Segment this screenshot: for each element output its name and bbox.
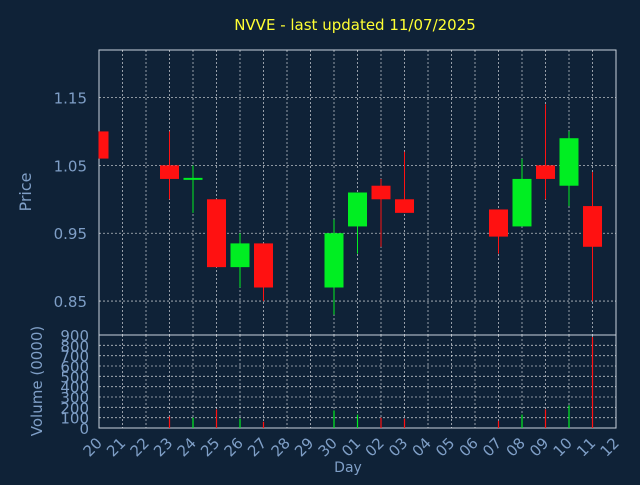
candle-body [207,199,226,268]
x-tick-label: 20 [80,434,106,460]
volume-tick-label: 0 [79,420,89,438]
price-tick-label: 0.95 [54,225,87,243]
x-tick-label: 12 [597,434,623,460]
x-tick-label: 05 [432,434,458,460]
price-tick-label: 0.85 [54,293,87,311]
volume-tick-label: 700 [60,348,89,366]
volume-tick-label: 800 [60,337,89,355]
candle-body [348,192,367,227]
x-tick-label: 29 [291,434,317,460]
price-axis-label: Price [16,172,35,211]
x-tick-label: 01 [338,434,364,460]
x-tick-label: 22 [127,434,153,460]
price-tick-label: 1.15 [54,90,87,108]
volume-axis-label: Volume (0000) [28,326,46,436]
x-tick-label: 11 [573,434,599,460]
x-tick-label: 02 [362,434,388,460]
x-tick-label: 08 [503,434,529,460]
x-axis-label: Day [334,460,362,476]
candle-body [324,233,344,288]
candle-body [99,131,109,159]
candle-body [489,209,508,237]
x-tick-label: 21 [103,434,129,460]
x-tick-label: 06 [456,434,482,460]
x-tick-label: 03 [385,434,411,460]
candle-body [583,206,602,247]
x-tick-label: 26 [221,434,247,460]
x-tick-label: 09 [526,434,552,460]
x-tick-label: 30 [315,434,341,460]
x-tick-label: 10 [550,434,576,460]
candle-body [512,178,532,227]
candle-body [254,243,273,288]
candle-body [395,199,414,213]
volume-tick-label: 600 [60,358,89,376]
candle-body [371,185,391,200]
volume-tick-label: 900 [60,327,89,345]
candle-body [559,138,579,186]
x-tick-label: 28 [268,434,294,460]
volume-tick-label: 100 [60,410,89,428]
x-tick-label: 23 [150,434,176,460]
x-tick-label: 07 [479,434,505,460]
x-tick-label: 24 [174,434,200,460]
x-tick-label: 04 [409,434,435,460]
volume-tick-label: 300 [60,389,89,407]
volume-tick-label: 200 [60,399,89,417]
x-tick-label: 27 [244,434,270,460]
x-tick-label: 25 [197,434,223,460]
volume-tick-label: 400 [60,379,89,397]
plot-layer: 1.151.050.950.85900800700600500400300200… [54,49,623,460]
candle-body [230,243,250,268]
chart-title: NVVE - last updated 11/07/2025 [234,16,476,34]
candle-body [536,165,555,179]
volume-tick-label: 500 [60,368,89,386]
price-tick-label: 1.05 [54,157,87,175]
candle-body [160,165,179,179]
